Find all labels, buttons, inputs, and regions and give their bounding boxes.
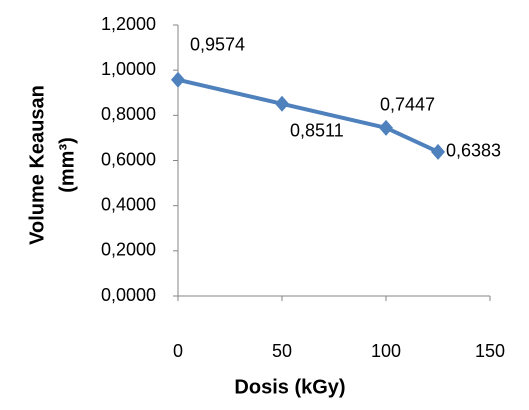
data-label: 0,9574	[190, 35, 245, 55]
marker	[431, 143, 445, 160]
x-tick-label: 0	[173, 341, 183, 361]
data-label: 0,7447	[380, 95, 435, 115]
data-label: 0,6383	[446, 141, 501, 161]
y-tick-label: 0,6000	[101, 149, 156, 169]
y-tick-label: 1,0000	[101, 59, 156, 79]
y-tick-label: 0,8000	[101, 104, 156, 124]
y-axis-label: (mm³)	[56, 137, 78, 193]
line	[177, 77, 439, 154]
y-tick-label: 0,2000	[101, 240, 156, 260]
y-tick-label: 0,4000	[101, 194, 156, 214]
x-tick-label: 150	[475, 341, 505, 361]
marker	[171, 71, 185, 88]
x-tick-label: 100	[371, 341, 401, 361]
marker	[275, 95, 289, 112]
x-axis-label: Dosis (kGy)	[234, 376, 345, 398]
data-label: 0,8511	[290, 121, 344, 141]
y-tick-label: 1,2000	[101, 14, 156, 34]
x-tick-label: 50	[272, 341, 292, 361]
marker	[379, 119, 393, 136]
y-axis-label: Volume Keausan	[26, 85, 48, 245]
y-tick-label: 0,0000	[101, 285, 156, 305]
